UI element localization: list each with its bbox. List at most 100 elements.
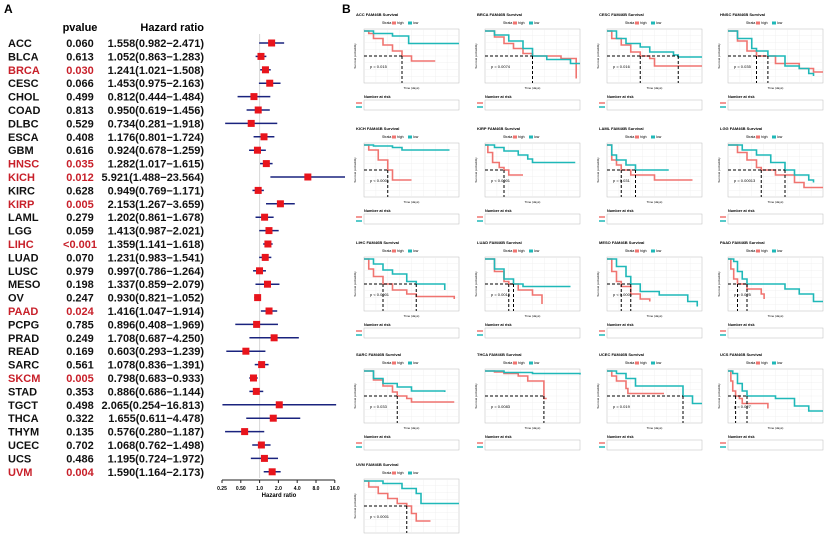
- legend-high: high: [518, 249, 525, 253]
- km-panel: KICH FAM46B Survival Strata high low p < 0.0…: [353, 126, 460, 225]
- legend-high: high: [397, 361, 404, 365]
- legend-high: high: [518, 361, 525, 365]
- cancer-label: OV: [8, 293, 25, 305]
- p-value-label: p = 0.035: [734, 64, 752, 69]
- pvalue: 0.247: [66, 293, 94, 305]
- km-panels: ACC FAM46B Survival Strata high low p = 0.01…: [353, 12, 824, 534]
- legend-title: Strata: [503, 361, 512, 365]
- cancer-label: HNSC: [8, 159, 39, 171]
- risk-table: [606, 99, 703, 111]
- pvalue: 0.529: [66, 118, 94, 130]
- cancer-label: LGG: [8, 226, 32, 238]
- y-axis-label: Survival probability: [353, 271, 357, 297]
- hazard-ratio-box: [253, 146, 261, 154]
- hazard-ratio-box: [258, 361, 266, 369]
- y-axis-label: Survival probability: [717, 383, 721, 409]
- cancer-label: UVM: [8, 467, 32, 479]
- survival-curve-high: [364, 480, 431, 522]
- x-tick-label: 4.0: [294, 486, 301, 492]
- km-panel: UVM FAM46B Survival Strata high low p < 0.00…: [353, 462, 460, 534]
- legend-swatch-low: [651, 361, 655, 365]
- survival-curve-high: [364, 30, 436, 62]
- risk-table-title: Number at risk: [607, 209, 634, 213]
- y-axis-label: Survival probability: [717, 43, 721, 69]
- km-panel: UCS FAM46B Survival Strata high low p = 0.02…: [717, 352, 824, 451]
- survival-curve-low: [607, 30, 702, 58]
- p-value-label: p = 0.0013: [491, 292, 511, 297]
- x-axis-label: Time (days): [647, 86, 663, 90]
- risk-table-title: Number at risk: [607, 435, 634, 439]
- hazard-ratio-text: 0.812(0.444−1.484): [108, 92, 205, 104]
- km-panel: LAML FAM46B Survival Strata high low p = 0.0…: [596, 126, 703, 225]
- hazard-ratio-text: 2.065(0.254−16.813): [102, 400, 205, 412]
- legend-swatch-low: [772, 135, 776, 139]
- pvalue: 0.353: [66, 386, 94, 398]
- risk-table: [484, 213, 581, 225]
- hazard-ratio-text: 1.337(0.859−2.079): [108, 279, 205, 291]
- p-value-label: p = 0.019: [613, 404, 631, 409]
- hazard-ratio-box: [250, 93, 258, 101]
- legend-swatch-high: [756, 21, 760, 25]
- risk-table-title: Number at risk: [728, 95, 755, 99]
- cancer-label: KIRP: [8, 199, 34, 211]
- p-value-label: p < 0.0001: [613, 292, 633, 297]
- legend-title: Strata: [746, 361, 755, 365]
- cancer-label: KIRC: [8, 185, 35, 197]
- pvalue: 0.249: [66, 333, 94, 345]
- pvalue: 0.813: [66, 105, 94, 117]
- hazard-ratio-text: 0.930(0.821−1.052): [108, 293, 205, 305]
- p-value-label: p < 0.0001: [491, 178, 511, 183]
- legend-high: high: [761, 361, 768, 365]
- legend-title: Strata: [746, 21, 755, 25]
- cancer-label: LUAD: [8, 252, 39, 264]
- hazard-ratio-box: [241, 428, 249, 436]
- hazard-ratio-text: 1.068(0.762−1.498): [108, 440, 205, 452]
- risk-table-title: Number at risk: [728, 209, 755, 213]
- risk-table-title: Number at risk: [485, 95, 512, 99]
- risk-table-title: Number at risk: [485, 435, 512, 439]
- cancer-label: LAML: [8, 212, 39, 224]
- legend-low: low: [777, 361, 783, 365]
- legend-high: high: [640, 21, 647, 25]
- pvalue: 0.135: [66, 427, 94, 439]
- pvalue: 0.004: [66, 467, 94, 479]
- legend-swatch-low: [408, 249, 412, 253]
- risk-table: [606, 327, 703, 339]
- y-axis-label: Survival probability: [474, 271, 478, 297]
- x-axis-label: Time (days): [404, 200, 420, 204]
- pvalue: 0.198: [66, 279, 94, 291]
- x-axis-label: Time (days): [768, 314, 784, 318]
- legend-swatch-high: [756, 249, 760, 253]
- km-panel: BRCA FAM46B Survival Strata high low p = 0.0…: [474, 12, 581, 111]
- hazard-ratio-text: 1.241(1.021−1.508): [108, 65, 205, 77]
- hazard-ratio-box: [260, 133, 268, 141]
- km-panel: MESO FAM46B Survival Strata high low p < 0.0…: [596, 240, 703, 339]
- cancer-label: UCS: [8, 453, 31, 465]
- hazard-ratio-text: 1.413(0.987−2.021): [108, 226, 205, 238]
- x-axis-label: Time (days): [647, 314, 663, 318]
- p-value-label: p = 0.016: [613, 64, 631, 69]
- legend-swatch-high: [513, 361, 517, 365]
- survival-curve-low: [728, 144, 815, 183]
- km-panel: LGG FAM46B Survival Strata high low p = 0.00…: [717, 126, 824, 225]
- p-value-label: p = 0.0074: [491, 64, 511, 69]
- hazard-ratio-box: [265, 227, 273, 235]
- pvalue: 0.979: [66, 266, 94, 278]
- risk-table: [363, 327, 460, 339]
- km-title: HNSC FAM46B Survival: [720, 12, 765, 17]
- legend-low: low: [413, 471, 419, 475]
- survival-curve-low: [485, 370, 581, 375]
- hazard-ratio-text: 1.052(0.863−1.283): [108, 51, 205, 63]
- pvalue: 0.060: [66, 38, 94, 50]
- hazard-ratio-text: 0.896(0.408−1.969): [108, 319, 205, 331]
- cancer-label: PCPG: [8, 319, 39, 331]
- hazard-ratio-text: 1.078(0.836−1.391): [108, 360, 205, 372]
- km-panel: KIRP FAM46B Survival Strata high low p < 0.0…: [474, 126, 581, 225]
- risk-table: [606, 213, 703, 225]
- pvalue: 0.486: [66, 453, 94, 465]
- cancer-label: SKCM: [8, 373, 40, 385]
- p-value-label: p = 0.0083: [491, 404, 511, 409]
- hazard-ratio-text: 1.655(0.611−4.478): [108, 413, 204, 425]
- km-title: ACC FAM46B Survival: [356, 12, 398, 17]
- legend-title: Strata: [503, 249, 512, 253]
